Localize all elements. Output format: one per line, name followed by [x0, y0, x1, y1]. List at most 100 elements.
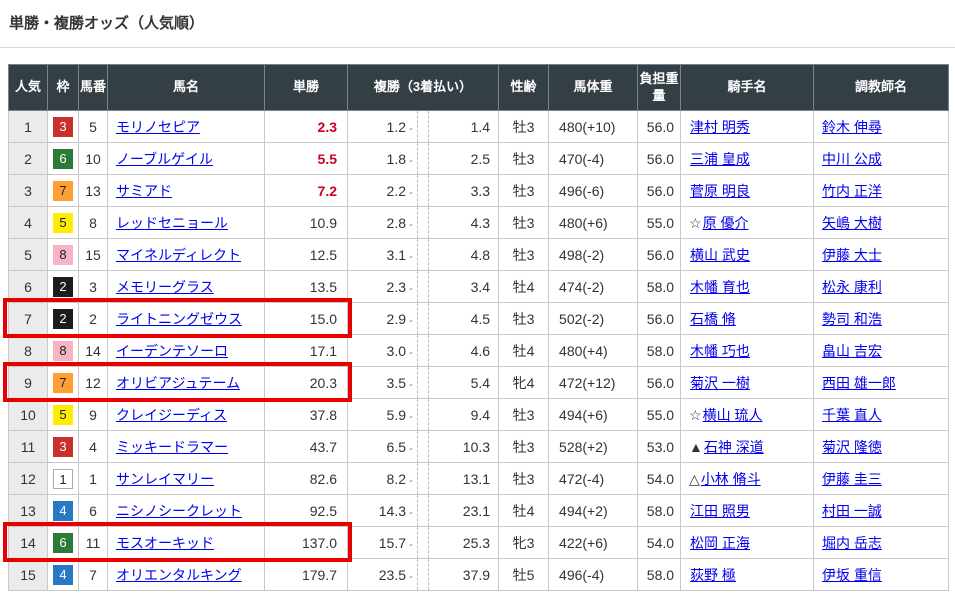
sex-age: 牡5: [498, 558, 550, 591]
place-odds-dash: -: [409, 184, 413, 199]
horse-weight: 502(-2): [548, 302, 639, 335]
trainer-link[interactable]: 千葉 直人: [822, 406, 882, 423]
horse-weight: 528(+2): [548, 430, 639, 463]
horse-name-link[interactable]: モスオーキッド: [116, 534, 214, 551]
horse-weight: 470(-4): [548, 142, 639, 175]
place-odds-low: 3.5: [386, 374, 406, 391]
frame-badge: 4: [53, 500, 73, 521]
jockey-link[interactable]: 原 優介: [702, 214, 749, 231]
table-row: 11 3 4 ミッキードラマー 43.7 6.5- 10.3 牡3 528(+2…: [8, 430, 950, 463]
jockey-link[interactable]: 横山 武史: [690, 246, 750, 263]
horse-name-link[interactable]: サンレイマリー: [116, 470, 214, 487]
jockey-link[interactable]: 横山 琉人: [702, 406, 763, 423]
jockey-link[interactable]: 三浦 皇成: [690, 150, 750, 167]
trainer-link[interactable]: 伊坂 重信: [822, 566, 882, 583]
horse-name-link[interactable]: ニシノシークレット: [116, 502, 242, 519]
trainer-link[interactable]: 竹内 正洋: [822, 182, 882, 199]
place-odds-low-cell: 3.1-: [347, 238, 418, 271]
place-odds-separator: [417, 494, 429, 527]
horse-name-link[interactable]: メモリーグラス: [116, 278, 214, 295]
header-place-odds: 複勝（3着払い）: [346, 64, 500, 111]
horse-name-link[interactable]: クレイジーディス: [116, 406, 228, 423]
horse-name-link[interactable]: レッドセニョール: [116, 214, 228, 231]
table-row: 3 7 13 サミアド 7.2 2.2- 3.3 牡3 496(-6) 56.0…: [8, 174, 950, 207]
trainer-link[interactable]: 中川 公成: [822, 150, 882, 167]
popularity-rank: 7: [8, 302, 48, 335]
sex-age: 牡3: [498, 462, 550, 495]
place-odds-low: 15.7: [378, 534, 406, 551]
horse-weight: 472(+12): [548, 366, 639, 399]
trainer-link[interactable]: 堀内 岳志: [822, 534, 882, 551]
trainer-link[interactable]: 伊藤 大士: [822, 246, 882, 263]
place-odds-low-cell: 8.2-: [347, 462, 418, 495]
trainer-link[interactable]: 勢司 和浩: [822, 310, 882, 327]
place-odds-separator: [417, 142, 429, 175]
popularity-rank: 9: [8, 366, 48, 399]
trainer-link[interactable]: 西田 雄一郎: [822, 374, 896, 391]
jockey-link[interactable]: 松岡 正海: [690, 534, 750, 551]
sex-age: 牝3: [498, 526, 550, 559]
horse-name-link[interactable]: オリビアジュテーム: [116, 374, 241, 391]
horse-name-link[interactable]: ミッキードラマー: [116, 438, 228, 455]
trainer-cell: 竹内 正洋: [813, 174, 950, 207]
trainer-link[interactable]: 鈴木 伸尋: [822, 118, 882, 135]
jockey-link[interactable]: 江田 照男: [690, 502, 750, 519]
jockey-link[interactable]: 木幡 育也: [690, 278, 750, 295]
horse-name-link[interactable]: マイネルディレクト: [116, 246, 242, 263]
frame-badge: 6: [53, 532, 73, 553]
place-odds-separator: [417, 110, 429, 143]
trainer-link[interactable]: 菊沢 隆徳: [822, 438, 882, 455]
table-row: 8 8 14 イーデンテソーロ 17.1 3.0- 4.6 牡4 480(+4)…: [8, 334, 950, 367]
header-trainer: 調教師名: [813, 64, 950, 111]
frame-badge: 2: [53, 308, 73, 329]
jockey-link[interactable]: 木幡 巧也: [690, 342, 750, 359]
jockey-link[interactable]: 菅原 明良: [690, 182, 750, 199]
horse-name-link[interactable]: サミアド: [116, 182, 172, 199]
horse-name-link[interactable]: ライトニングゼウス: [116, 310, 242, 327]
jockey-cell: 松岡 正海: [680, 526, 815, 559]
horse-name-cell: サンレイマリー: [107, 462, 265, 495]
trainer-cell: 西田 雄一郎: [813, 366, 950, 399]
jockey-link[interactable]: 津村 明秀: [690, 118, 750, 135]
table-row: 2 6 10 ノーブルゲイル 5.5 1.8- 2.5 牡3 470(-4) 5…: [8, 142, 950, 175]
place-odds-separator: [417, 366, 429, 399]
horse-name-link[interactable]: イーデンテソーロ: [116, 342, 228, 359]
horse-number: 8: [78, 206, 108, 239]
jockey-link[interactable]: 荻野 極: [690, 566, 736, 583]
popularity-rank: 3: [8, 174, 48, 207]
horse-name-cell: ニシノシークレット: [107, 494, 265, 527]
jockey-link[interactable]: 石橋 脩: [690, 310, 736, 327]
place-odds-separator: [417, 206, 429, 239]
horse-name-cell: ノーブルゲイル: [107, 142, 265, 175]
trainer-link[interactable]: 伊藤 圭三: [822, 470, 882, 487]
impost: 56.0: [637, 142, 682, 175]
frame-cell: 6: [47, 526, 79, 559]
table-row: 10 5 9 クレイジーディス 37.8 5.9- 9.4 牡3 494(+6)…: [8, 398, 950, 431]
place-odds-low-cell: 2.2-: [347, 174, 418, 207]
horse-number: 15: [78, 238, 108, 271]
place-odds-high: 4.5: [428, 302, 500, 335]
jockey-cell: 三浦 皇成: [680, 142, 815, 175]
horse-weight: 480(+10): [548, 110, 639, 143]
frame-cell: 6: [47, 142, 79, 175]
frame-badge: 7: [53, 180, 73, 201]
trainer-link[interactable]: 矢嶋 大樹: [822, 214, 882, 231]
trainer-link[interactable]: 村田 一誠: [822, 502, 882, 519]
place-odds-dash: -: [409, 120, 413, 135]
place-odds-dash: -: [409, 280, 413, 295]
horse-name-cell: モリノセピア: [107, 110, 265, 143]
trainer-link[interactable]: 畠山 吉宏: [822, 342, 882, 359]
horse-name-link[interactable]: オリエンタルキング: [116, 566, 242, 583]
popularity-rank: 11: [8, 430, 48, 463]
place-odds-separator: [417, 238, 429, 271]
horse-number: 11: [78, 526, 108, 559]
jockey-link[interactable]: 小林 脩斗: [700, 470, 761, 487]
jockey-link[interactable]: 菊沢 一樹: [690, 374, 750, 391]
trainer-link[interactable]: 松永 康利: [822, 278, 882, 295]
horse-name-cell: モスオーキッド: [107, 526, 265, 559]
impost: 58.0: [637, 558, 682, 591]
horse-name-link[interactable]: モリノセピア: [116, 118, 200, 135]
horse-name-link[interactable]: ノーブルゲイル: [116, 150, 213, 167]
jockey-cell: 横山 武史: [680, 238, 815, 271]
jockey-link[interactable]: 石神 深道: [703, 438, 764, 455]
